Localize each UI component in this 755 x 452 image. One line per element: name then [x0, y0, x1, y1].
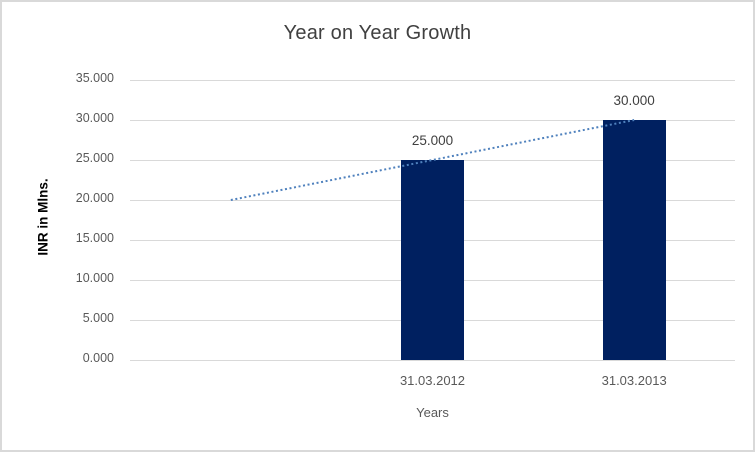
y-axis-tick-label: 0.000	[82, 351, 114, 365]
trendline	[230, 119, 635, 201]
y-axis-tick-label: 5.000	[82, 311, 114, 325]
gridline	[130, 120, 735, 121]
y-axis-tick-label: 20.000	[75, 191, 114, 205]
x-axis-tick-label: 31.03.2013	[601, 373, 667, 388]
y-axis-tick-label: 10.000	[75, 271, 114, 285]
bar-31.03.2012	[401, 160, 464, 360]
gridline	[130, 80, 735, 81]
bar-value-label: 25.000	[411, 133, 454, 148]
y-axis-tick-label: 35.000	[75, 71, 114, 85]
y-axis-tick-label: 15.000	[75, 231, 114, 245]
y-axis-tick-label: 30.000	[75, 111, 114, 125]
x-axis-title: Years	[416, 405, 449, 420]
chart-title: Year on Year Growth	[283, 22, 472, 44]
gridline	[130, 360, 735, 361]
bar-value-label: 30.000	[613, 93, 655, 108]
bar-31.03.2013	[602, 120, 666, 360]
x-axis-tick-label: 31.03.2012	[399, 373, 466, 388]
y-axis-tick-label: 25.000	[75, 151, 114, 165]
